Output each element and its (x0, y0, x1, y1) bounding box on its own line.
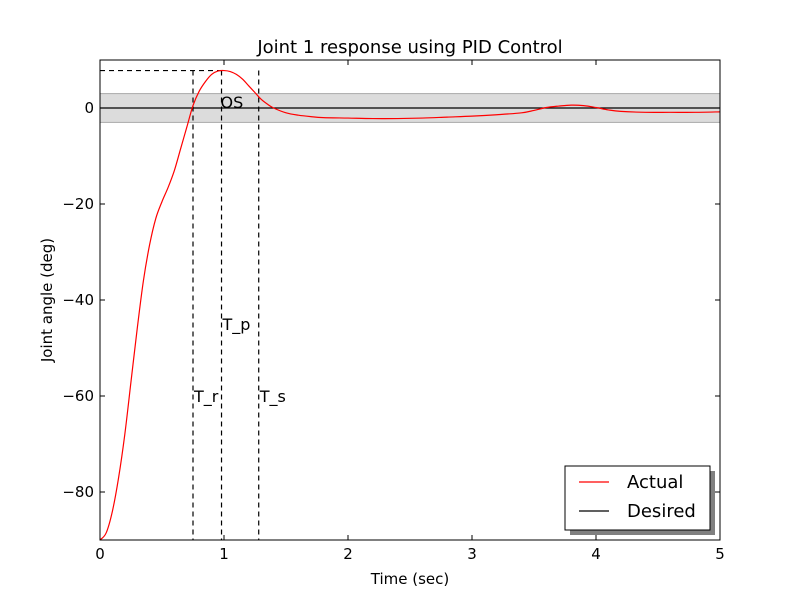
x-tick-label: 0 (95, 545, 105, 563)
x-axis-label: Time (sec) (370, 570, 449, 588)
marker-label-t-p: T_p (222, 315, 251, 335)
chart-title: Joint 1 response using PID Control (256, 37, 562, 58)
x-tick-label: 4 (591, 545, 601, 563)
actual-series-line (99, 69, 721, 541)
y-tick-label: −80 (62, 483, 94, 501)
x-tick-label: 2 (343, 545, 353, 563)
legend-label-desired: Desired (627, 501, 696, 522)
x-tick-label: 5 (715, 545, 725, 563)
marker-label-t-s: T_s (259, 387, 286, 407)
y-tick-label: −20 (62, 195, 94, 213)
legend-box (564, 465, 711, 531)
legend-label-actual: Actual (627, 472, 683, 493)
marker-label-t-r: T_r (193, 387, 219, 407)
x-tick-label: 1 (219, 545, 229, 563)
y-tick-label: −40 (62, 291, 94, 309)
overshoot-label: OS (221, 93, 244, 112)
y-tick-label: 0 (84, 99, 94, 117)
y-tick-label: −60 (62, 387, 94, 405)
x-tick-label: 3 (467, 545, 477, 563)
y-axis-label: Joint angle (deg) (38, 238, 56, 363)
